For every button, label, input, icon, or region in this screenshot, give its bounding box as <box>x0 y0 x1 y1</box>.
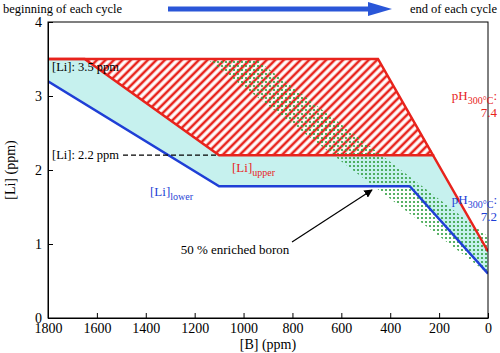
x-tick: 600 <box>331 313 352 336</box>
x-tick-mark <box>244 313 245 318</box>
y-axis: 0 1 2 3 4 <box>35 15 53 326</box>
annotation-dash <box>123 155 218 156</box>
x-tick-label: 1600 <box>83 321 111 336</box>
series-line <box>48 81 410 186</box>
x-axis-line <box>49 318 489 319</box>
chart-container: 18001600140012001000800600400200001234[B… <box>0 0 500 353</box>
area-region <box>48 59 488 274</box>
labels: 50 % enriched boron [Li]upper [Li]lower pH3… <box>3 2 498 257</box>
x-tick-label: 1200 <box>181 321 209 336</box>
y-tick-label: 0 <box>35 311 42 326</box>
x-tick-mark <box>292 313 293 318</box>
x-tick-label: 600 <box>331 321 352 336</box>
series-label: [Li]upper <box>232 160 276 178</box>
y-tick: 4 <box>35 15 53 30</box>
plot-frame <box>48 22 488 318</box>
y-tick-mark <box>48 96 53 97</box>
x-tick: 1400 <box>132 313 160 336</box>
series-line <box>48 59 434 155</box>
x-tick-mark <box>390 313 391 318</box>
x-axis: 180016001400120010008006004002000 <box>35 313 493 336</box>
x-tick: 200 <box>429 313 450 336</box>
y-tick: 0 <box>35 311 53 326</box>
series-label: 50 % enriched boron <box>181 242 290 257</box>
x-tick: 1000 <box>230 313 258 336</box>
y-tick-mark <box>48 22 53 23</box>
x-tick-label: 800 <box>282 321 303 336</box>
x-tick-label: 400 <box>380 321 401 336</box>
annotation: end of each cycle <box>410 2 498 16</box>
x-tick: 1200 <box>181 313 209 336</box>
x-tick-mark <box>146 313 147 318</box>
y-tick-label: 3 <box>35 89 42 104</box>
series-line <box>48 59 488 251</box>
annotation: [Li]: 2.2 ppm <box>52 148 119 162</box>
x-tick: 400 <box>380 313 401 336</box>
series-label: pH300°C: 7.4 <box>452 88 498 120</box>
x-tick: 1600 <box>83 313 111 336</box>
chart-svg: 18001600140012001000800600400200001234[B… <box>0 0 500 353</box>
y-tick-label: 1 <box>35 237 42 252</box>
label-arrow <box>292 190 372 242</box>
y-tick-label: 2 <box>35 163 42 178</box>
x-tick-label: 1000 <box>230 321 258 336</box>
x-tick-mark <box>341 313 342 318</box>
x-axis-title: [B] (ppm) <box>240 337 297 353</box>
x-tick: 800 <box>282 313 303 336</box>
cycle-arrow-shaft <box>168 7 370 12</box>
y-tick-label: 4 <box>35 15 42 30</box>
x-tick-label: 200 <box>429 321 450 336</box>
x-tick-mark <box>439 313 440 318</box>
y-tick: 2 <box>35 163 53 178</box>
plot-marks <box>48 59 488 274</box>
series-label: [Li]lower <box>150 184 194 202</box>
y-tick-mark <box>48 170 53 171</box>
x-tick: 0 <box>485 313 492 336</box>
x-tick-mark <box>97 313 98 318</box>
x-tick-mark <box>488 313 489 318</box>
cycle-arrow-head <box>368 2 392 16</box>
y-tick: 1 <box>35 237 53 252</box>
annotation: beginning of each cycle <box>3 2 122 16</box>
annotation: [Li]: 3.5 ppm <box>52 60 119 74</box>
series-label: pH300°C: 7.2 <box>452 192 497 224</box>
x-tick-mark <box>195 313 196 318</box>
y-axis-title: [Li] (ppm) <box>3 140 19 200</box>
y-tick-mark <box>48 318 53 319</box>
y-tick: 3 <box>35 89 53 104</box>
x-tick-label: 1400 <box>132 321 160 336</box>
y-tick-mark <box>48 244 53 245</box>
x-tick-label: 0 <box>485 321 492 336</box>
